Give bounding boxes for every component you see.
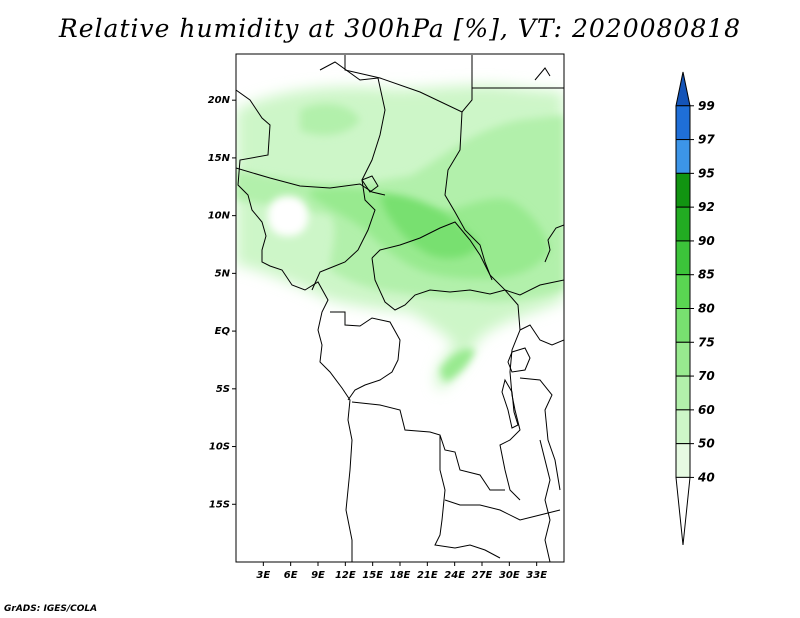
lon-label: 6E	[284, 570, 298, 581]
colorbar-label: 95	[698, 166, 715, 180]
border-mozambique	[539, 439, 551, 562]
lon-label: 15E	[362, 570, 383, 581]
lon-label: 33E	[526, 570, 547, 581]
colorbar-segment	[675, 240, 691, 276]
colorbar-segment	[675, 139, 691, 174]
border-ethiopia	[544, 224, 564, 263]
lat-label: 10S	[209, 442, 230, 453]
border-east-africa	[519, 324, 564, 346]
border-chad-sudan	[444, 111, 493, 281]
lat-label: 20N	[208, 95, 231, 106]
lon-label: 24E	[444, 570, 465, 581]
border-niger-chad	[311, 61, 386, 291]
country-borders	[236, 55, 564, 562]
humidity-band-75-south	[440, 348, 475, 382]
colorbar-label: 90	[698, 234, 715, 248]
colorbar-top-arrow	[675, 71, 691, 107]
colorbar-label: 70	[698, 369, 715, 383]
lon-label: 21E	[417, 570, 438, 581]
colorbar-label: 40	[697, 470, 715, 484]
border-angola	[434, 435, 501, 559]
nile-coast	[534, 67, 551, 81]
lon-label: 12E	[335, 570, 356, 581]
colorbar-label: 75	[698, 335, 715, 349]
lake-tanganyika	[501, 378, 519, 429]
colorbar-segment	[675, 308, 691, 343]
colorbar-segment	[675, 274, 691, 310]
colorbar-label: 85	[698, 268, 715, 282]
lat-label: EQ	[215, 326, 231, 337]
lon-label: 30E	[499, 570, 520, 581]
lon-label: 9E	[311, 570, 325, 581]
colorbar: 40 50 60 70 75 80 85 90 92 95 97 99	[675, 71, 715, 546]
lon-label: 27E	[472, 570, 493, 581]
coastline-west-africa	[236, 89, 353, 562]
colorbar-bottom-arrow	[675, 476, 691, 546]
lat-label: 5N	[215, 268, 231, 279]
lake-chad	[361, 175, 379, 193]
lake-victoria	[507, 347, 531, 373]
colorbar-label: 50	[698, 437, 715, 451]
border-car	[371, 221, 564, 296]
colorbar-label: 97	[698, 133, 715, 147]
humidity-band-70-north	[300, 104, 360, 136]
lat-label: 15S	[209, 499, 230, 510]
border-drc-south	[351, 401, 505, 491]
map-title: Relative humidity at 300hPa [%], VT: 202…	[58, 14, 742, 43]
colorbar-segment	[675, 172, 691, 208]
colorbar-segment	[675, 409, 691, 445]
lon-label: 18E	[390, 570, 411, 581]
border-east-africa-2	[519, 377, 561, 491]
colorbar-segment	[675, 443, 691, 478]
humidity-field	[236, 85, 564, 391]
colorbar-label: 92	[698, 200, 715, 214]
latitude-axis: 20N 15N 10N 5N EQ 5S 10S 15S	[208, 95, 236, 510]
colorbar-label: 60	[698, 403, 715, 417]
colorbar-label: 99	[698, 99, 715, 113]
grads-credit: GrADS: IGES/COLA	[4, 604, 98, 614]
longitude-axis: 3E 6E 9E 12E 15E 18E 21E 24E 27E 30E 33E	[256, 562, 547, 581]
lat-label: 10N	[208, 211, 231, 222]
lat-label: 5S	[216, 384, 230, 395]
humidity-band-80	[380, 194, 480, 259]
border-sahel	[236, 167, 386, 196]
colorbar-segment	[675, 375, 691, 411]
border-angola-zambia	[444, 499, 561, 521]
lon-label: 3E	[256, 570, 270, 581]
border-congo	[330, 311, 401, 401]
border-car-south	[371, 257, 506, 311]
colorbar-segment	[675, 206, 691, 242]
colorbar-segment	[675, 105, 691, 141]
border-libya-egypt	[344, 55, 473, 113]
colorbar-segment	[675, 341, 691, 377]
humidity-white-patch	[268, 196, 308, 236]
lat-label: 15N	[208, 153, 231, 164]
colorbar-label: 80	[698, 302, 715, 316]
